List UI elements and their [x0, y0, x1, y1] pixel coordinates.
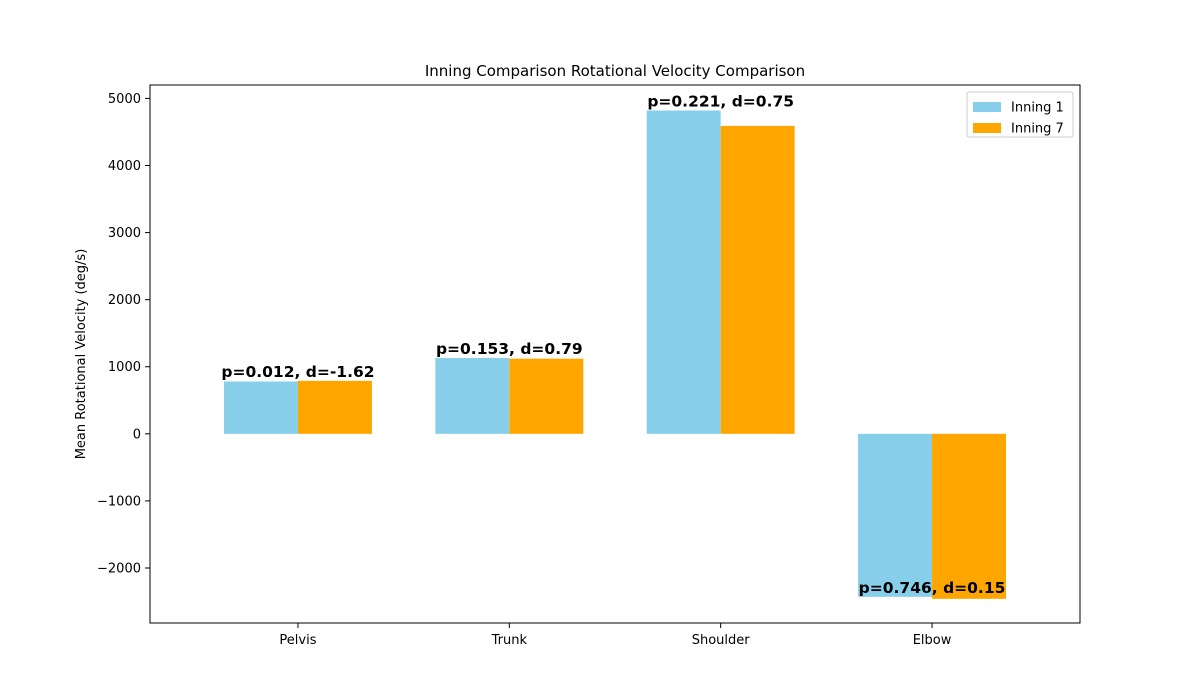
legend: Inning 1 Inning 7	[966, 91, 1074, 138]
bar-shoulder-series-1	[646, 110, 721, 434]
x-tick-label-trunk: Trunk	[491, 633, 528, 648]
bar-trunk-series-2	[509, 358, 584, 434]
bar-pelvis-series-2	[297, 380, 372, 434]
bars-group	[223, 110, 1007, 599]
x-tick-label-pelvis: Pelvis	[279, 633, 316, 648]
legend-swatch-series-2	[973, 123, 1001, 133]
x-tick-label-elbow: Elbow	[913, 633, 952, 648]
annotation-shoulder: p=0.221, d=0.75	[647, 92, 794, 110]
y-tick-label: 4000	[108, 159, 141, 174]
y-tick-label: 3000	[108, 226, 141, 241]
plot-frame	[149, 84, 1081, 624]
annotation-pelvis: p=0.012, d=-1.62	[221, 363, 374, 381]
y-tick-label: −2000	[97, 561, 141, 576]
bar-shoulder-series-2	[720, 125, 795, 434]
y-axis-ticks: −2000 −1000 0 1000 2000 3000 4000 5000	[97, 92, 150, 576]
bar-elbow-series-2	[932, 433, 1007, 599]
y-tick-label: 1000	[108, 360, 141, 375]
annotation-trunk: p=0.153, d=0.79	[436, 340, 583, 358]
bar-trunk-series-1	[435, 358, 510, 434]
annotation-elbow: p=0.746, d=0.15	[859, 579, 1006, 597]
bar-pelvis-series-1	[223, 381, 298, 434]
bar-elbow-series-1	[858, 433, 933, 597]
annotations-group: p=0.012, d=-1.62 p=0.153, d=0.79 p=0.221, …	[221, 92, 1005, 596]
x-axis-ticks: Pelvis Trunk Shoulder Elbow	[279, 623, 952, 648]
y-tick-label: 2000	[108, 293, 141, 308]
legend-label-series-1: Inning 1	[1011, 101, 1064, 116]
y-axis-label: Mean Rotational Velocity (deg/s)	[74, 249, 89, 460]
legend-label-series-2: Inning 7	[1011, 122, 1064, 137]
y-tick-label: 0	[133, 427, 141, 442]
y-tick-label: 5000	[108, 92, 141, 107]
y-tick-label: −1000	[97, 494, 141, 509]
chart-title: Inning Comparison Rotational Velocity Co…	[425, 62, 805, 80]
x-tick-label-shoulder: Shoulder	[692, 633, 751, 648]
legend-swatch-series-1	[973, 102, 1001, 112]
